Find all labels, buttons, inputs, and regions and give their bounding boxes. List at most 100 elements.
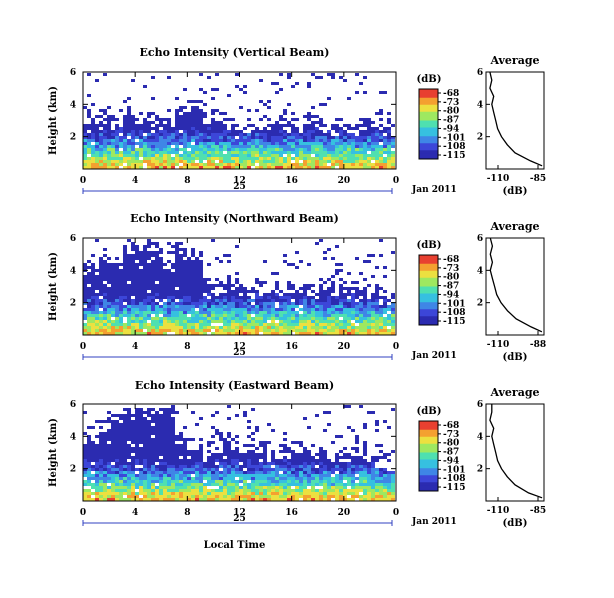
echo-cell: [291, 495, 295, 498]
echo-cell: [159, 266, 163, 269]
echo-cell: [103, 154, 107, 157]
echo-cell: [175, 293, 179, 296]
echo-cell: [135, 127, 139, 130]
echo-cell: [347, 136, 351, 139]
echo-cell: [135, 314, 139, 317]
echo-cell: [367, 260, 371, 263]
echo-cell: [155, 411, 159, 414]
echo-cell: [131, 305, 135, 308]
echo-cell: [291, 320, 295, 323]
echo-cell: [187, 498, 191, 501]
echo-cell: [171, 468, 175, 471]
echo-cell: [319, 456, 323, 459]
echo-cell: [199, 124, 203, 127]
echo-cell: [143, 121, 147, 124]
echo-cell: [307, 317, 311, 320]
echo-cell: [275, 133, 279, 136]
echo-cell: [99, 492, 103, 495]
echo-cell: [203, 148, 207, 151]
echo-cell: [143, 420, 147, 423]
echo-cell: [167, 251, 171, 254]
echo-cell: [167, 296, 171, 299]
echo-cell: [183, 456, 187, 459]
echo-cell: [139, 287, 143, 290]
echo-cell: [139, 290, 143, 293]
echo-cell: [223, 438, 227, 441]
echo-cell: [251, 495, 255, 498]
echo-cell: [115, 145, 119, 148]
echo-cell: [243, 483, 247, 486]
echo-cell: [387, 130, 391, 133]
echo-cell: [267, 136, 271, 139]
echo-cell: [195, 477, 199, 480]
echo-cell: [315, 299, 319, 302]
echo-cell: [103, 142, 107, 145]
echo-cell: [147, 269, 151, 272]
colorbar-strip: [419, 258, 438, 261]
echo-cell: [263, 459, 267, 462]
echo-cell: [187, 284, 191, 287]
echo-cell: [259, 154, 263, 157]
echo-cell: [283, 486, 287, 489]
echo-cell: [355, 320, 359, 323]
echo-cell: [171, 411, 175, 414]
echo-cell: [287, 124, 291, 127]
echo-cell: [87, 275, 91, 278]
echo-cell: [171, 296, 175, 299]
echo-cell: [279, 115, 283, 118]
echo-cell: [331, 492, 335, 495]
echo-cell: [215, 492, 219, 495]
echo-cell: [247, 166, 251, 169]
echo-cell: [99, 263, 103, 266]
echo-cell: [231, 495, 235, 498]
echo-cell: [363, 441, 367, 444]
echo-cell: [195, 471, 199, 474]
echo-cell: [199, 308, 203, 311]
echo-cell: [167, 441, 171, 444]
echo-cell: [207, 459, 211, 462]
echo-cell: [167, 329, 171, 332]
echo-cell: [135, 468, 139, 471]
echo-cell: [383, 145, 387, 148]
echo-cell: [319, 160, 323, 163]
echo-cell: [339, 163, 343, 166]
echo-cell: [391, 296, 395, 299]
echo-cell: [199, 139, 203, 142]
echo-cell: [99, 130, 103, 133]
panel-title: Echo Intensity (Eastward Beam): [135, 379, 334, 392]
colorbar-unit: (dB): [417, 406, 442, 417]
echo-cell: [275, 299, 279, 302]
echo-cell: [307, 299, 311, 302]
echo-cell: [223, 495, 227, 498]
echo-cell: [87, 456, 91, 459]
echo-cell: [187, 145, 191, 148]
echo-cell: [131, 284, 135, 287]
colorbar-strip: [419, 265, 438, 268]
echo-cell: [283, 498, 287, 501]
echo-cell: [319, 495, 323, 498]
echo-cell: [283, 323, 287, 326]
echo-cell: [171, 492, 175, 495]
echo-cell: [275, 311, 279, 314]
colorbar-frame: [418, 254, 439, 326]
echo-cell: [123, 299, 127, 302]
echo-cell: [247, 118, 251, 121]
echo-cell: [151, 154, 155, 157]
echo-cell: [143, 254, 147, 257]
echo-cell: [139, 426, 143, 429]
echo-cell: [143, 281, 147, 284]
echo-cell: [191, 260, 195, 263]
echo-cell: [339, 462, 343, 465]
echo-cell: [383, 163, 387, 166]
echo-cell: [319, 462, 323, 465]
echo-cell: [271, 145, 275, 148]
echo-cell: [135, 263, 139, 266]
echo-cell: [131, 142, 135, 145]
echo-cell: [119, 426, 123, 429]
echo-cell: [347, 305, 351, 308]
echo-cell: [147, 486, 151, 489]
echo-cell: [207, 308, 211, 311]
echo-cell: [235, 326, 239, 329]
echo-cell: [167, 157, 171, 160]
echo-cell: [315, 468, 319, 471]
